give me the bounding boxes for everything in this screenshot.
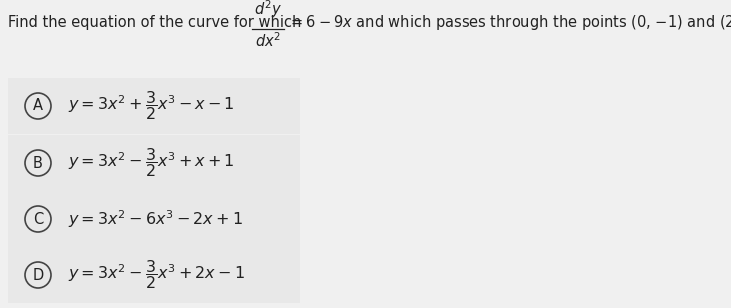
Bar bbox=[8, 247, 300, 303]
Bar bbox=[8, 135, 300, 191]
Text: $=6-9x$ and which passes through the points (0, −1) and (2, 3).: $=6-9x$ and which passes through the poi… bbox=[288, 13, 731, 32]
Text: $dx^2$: $dx^2$ bbox=[255, 31, 281, 50]
Text: $y=3x^2+\dfrac{3}{2}x^3-x-1$: $y=3x^2+\dfrac{3}{2}x^3-x-1$ bbox=[68, 90, 235, 123]
Text: $y=3x^2-\dfrac{3}{2}x^3+2x-1$: $y=3x^2-\dfrac{3}{2}x^3+2x-1$ bbox=[68, 258, 245, 291]
Text: $y=3x^2-\dfrac{3}{2}x^3+x+1$: $y=3x^2-\dfrac{3}{2}x^3+x+1$ bbox=[68, 147, 235, 180]
Bar bbox=[8, 191, 300, 247]
Text: A: A bbox=[33, 99, 43, 114]
Text: B: B bbox=[33, 156, 43, 171]
Bar bbox=[8, 78, 300, 134]
Text: Find the equation of the curve for which: Find the equation of the curve for which bbox=[8, 15, 306, 30]
Text: $y=3x^2-6x^3-2x+1$: $y=3x^2-6x^3-2x+1$ bbox=[68, 208, 243, 230]
Text: $d^2y$: $d^2y$ bbox=[254, 0, 282, 20]
Text: C: C bbox=[33, 212, 43, 226]
Text: D: D bbox=[32, 268, 44, 282]
